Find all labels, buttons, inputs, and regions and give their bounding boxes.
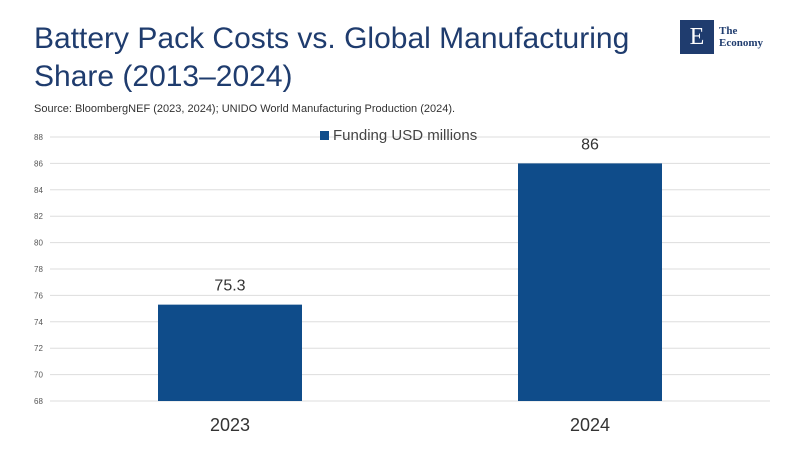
y-tick-label-88: 88: [34, 133, 43, 142]
y-tick-label-72: 72: [34, 344, 43, 353]
y-tick-label-78: 78: [34, 265, 43, 274]
y-tick-label-86: 86: [34, 159, 43, 168]
logo-mark: E: [680, 20, 714, 54]
y-tick-label-68: 68: [34, 397, 43, 406]
y-tick-label-84: 84: [34, 186, 43, 195]
source-note: Source: BloombergNEF (2023, 2024); UNIDO…: [34, 103, 456, 115]
y-tick-label-74: 74: [34, 318, 43, 327]
chart-title: Battery Pack Costs vs. Global Manufactur…: [34, 22, 630, 93]
the-economy-logo: E The Economy: [680, 20, 763, 54]
x-tick-label-2024: 2024: [570, 415, 610, 435]
y-tick-label-82: 82: [34, 212, 43, 221]
x-tick-label-2023: 2023: [210, 415, 250, 435]
legend-label: Funding USD millions: [333, 127, 477, 144]
logo-line-1: The: [719, 25, 738, 37]
y-tick-label-76: 76: [34, 291, 43, 300]
logo-wordmark: The Economy: [719, 25, 763, 49]
y-tick-label-80: 80: [34, 239, 43, 248]
bar-2024: [518, 163, 662, 401]
legend-swatch: [320, 131, 329, 140]
data-label-2023: 75.3: [214, 278, 245, 295]
y-tick-label-70: 70: [34, 371, 43, 380]
data-label-2024: 86: [581, 136, 599, 153]
bar-2023: [158, 304, 302, 401]
logo-line-2: Economy: [719, 37, 763, 49]
